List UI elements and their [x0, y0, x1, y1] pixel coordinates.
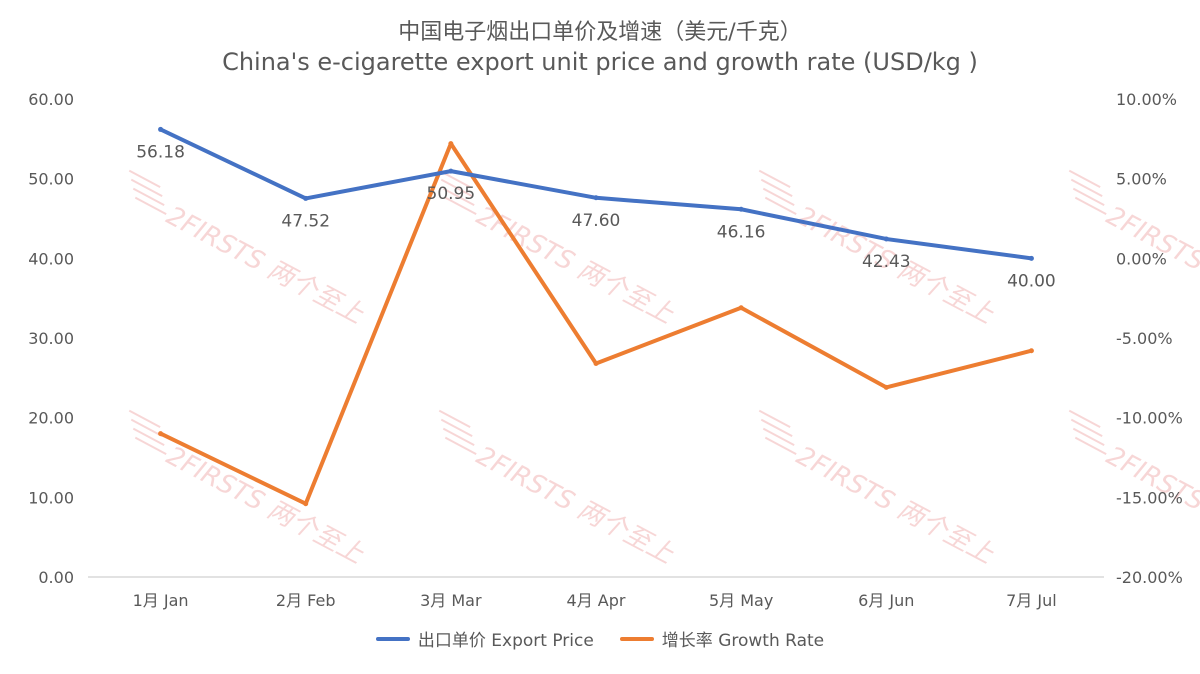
y-left-tick-label: 30.00 — [28, 329, 74, 348]
y-left-tick-label: 20.00 — [28, 409, 74, 428]
point-growth-rate — [1028, 348, 1034, 354]
watermark-text: 2FIRSTS 两个至上 — [161, 201, 369, 330]
watermark-streak — [132, 427, 165, 446]
watermark: 2FIRSTS 两个至上 — [438, 409, 679, 570]
x-tick-label: 3月 Mar — [420, 591, 482, 610]
x-tick-label: 5月 May — [709, 591, 773, 610]
legend-label-growth: 增长率 Growth Rate — [661, 631, 825, 651]
data-label-export-price: 47.60 — [572, 211, 621, 231]
legend-swatch-price — [375, 636, 410, 641]
x-tick-label: 7月 Jul — [1006, 591, 1057, 610]
legend: 出口单价 Export Price 增长率 Growth Rate — [0, 626, 1200, 651]
data-label-export-price: 56.18 — [136, 142, 185, 162]
y-right-tick-label: 5.00% — [1116, 170, 1167, 189]
point-export-price — [883, 236, 889, 242]
watermark-streak — [762, 427, 795, 446]
watermark-streak — [134, 436, 167, 455]
watermark-streak — [1074, 436, 1107, 455]
watermark-streak — [134, 196, 167, 215]
x-tick-label: 4月 Apr — [567, 591, 626, 610]
watermark-streak — [1070, 178, 1103, 197]
y-right-tick-label: -5.00% — [1116, 329, 1173, 348]
y-left-tick-label: 40.00 — [28, 249, 74, 268]
point-growth-rate — [883, 384, 889, 390]
point-export-price — [593, 195, 599, 201]
watermark-streak — [444, 436, 477, 455]
watermark-text: 2FIRSTS 两个至上 — [791, 441, 999, 570]
watermark-streak — [1072, 427, 1105, 446]
y-right-tick-label: -10.00% — [1116, 409, 1183, 428]
data-label-export-price: 40.00 — [1007, 271, 1056, 291]
watermark-streak — [444, 196, 477, 215]
x-tick-label: 2月 Feb — [276, 591, 336, 610]
watermark-streak — [760, 178, 793, 197]
watermark-streak — [758, 409, 791, 428]
y-left-tick-label: 0.00 — [38, 568, 74, 587]
watermark-streak — [128, 409, 161, 428]
point-export-price — [158, 126, 164, 132]
watermark: 2FIRSTS 两个至上 — [758, 409, 999, 570]
series-layer — [158, 126, 1034, 507]
watermark-streak — [1068, 169, 1101, 188]
point-growth-rate — [158, 431, 164, 437]
watermark-layer: 2FIRSTS 两个至上 2FIRSTS 两个至上 2FIRSTS 两个至上 2FIR… — [128, 169, 1200, 570]
y-left-tick-label: 10.00 — [28, 488, 74, 507]
point-export-price — [448, 168, 454, 174]
watermark-streak — [442, 187, 475, 206]
watermark-streak — [438, 409, 471, 428]
watermark-streak — [440, 418, 473, 437]
data-labels: 56.18 47.52 50.95 47.60 46.16 42.43 40.00 — [136, 142, 1056, 291]
point-growth-rate — [303, 501, 309, 507]
watermark-streak — [440, 178, 473, 197]
data-label-export-price: 50.95 — [427, 184, 476, 204]
point-growth-rate — [593, 360, 599, 366]
watermark-streak — [764, 436, 797, 455]
point-export-price — [738, 206, 744, 212]
legend-label-price: 出口单价 Export Price — [417, 631, 594, 651]
watermark-streak — [128, 169, 161, 188]
watermark-streak — [132, 187, 165, 206]
y-left-tick-label: 50.00 — [28, 170, 74, 189]
point-growth-rate — [448, 141, 454, 147]
watermark-streak — [130, 178, 163, 197]
watermark-streak — [442, 427, 475, 446]
watermark-streak — [760, 418, 793, 437]
watermark-streak — [1070, 418, 1103, 437]
data-label-export-price: 47.52 — [281, 211, 330, 231]
y-right-tick-label: -20.00% — [1116, 568, 1183, 587]
watermark-streak — [764, 196, 797, 215]
watermark-streak — [762, 187, 795, 206]
watermark-streak — [758, 169, 791, 188]
point-growth-rate — [738, 305, 744, 311]
x-tick-label: 1月 Jan — [133, 591, 189, 610]
data-label-export-price: 42.43 — [862, 252, 911, 272]
watermark-text: 2FIRSTS 两个至上 — [161, 441, 369, 570]
watermark-streak — [1068, 409, 1101, 428]
legend-item-growth[interactable]: 增长率 Growth Rate — [619, 626, 825, 651]
chart-title-en: China's e-cigarette export unit price an… — [222, 48, 978, 76]
y-right-tick-label: 0.00% — [1116, 249, 1167, 268]
data-label-export-price: 46.16 — [717, 222, 766, 242]
chart-title-cn: 中国电子烟出口单价及增速（美元/千克） — [398, 20, 802, 45]
watermark-streak — [1074, 196, 1107, 215]
legend-item-price[interactable]: 出口单价 Export Price — [375, 626, 594, 651]
watermark-streak — [1072, 187, 1105, 206]
y-right-tick-label: 10.00% — [1116, 90, 1177, 109]
watermark-streak — [130, 418, 163, 437]
y-right-tick-label: -15.00% — [1116, 488, 1183, 507]
watermark-text: 2FIRSTS 两个至上 — [471, 441, 679, 570]
axes: 0.00 10.00 20.00 30.00 40.00 50.00 60.00 -20.00… — [28, 90, 1183, 610]
legend-swatch-growth — [619, 636, 654, 641]
point-export-price — [1028, 255, 1034, 261]
point-export-price — [303, 195, 309, 201]
series-line-export-price — [158, 127, 1034, 261]
x-tick-label: 6月 Jun — [858, 591, 914, 610]
y-left-tick-label: 60.00 — [28, 90, 74, 109]
